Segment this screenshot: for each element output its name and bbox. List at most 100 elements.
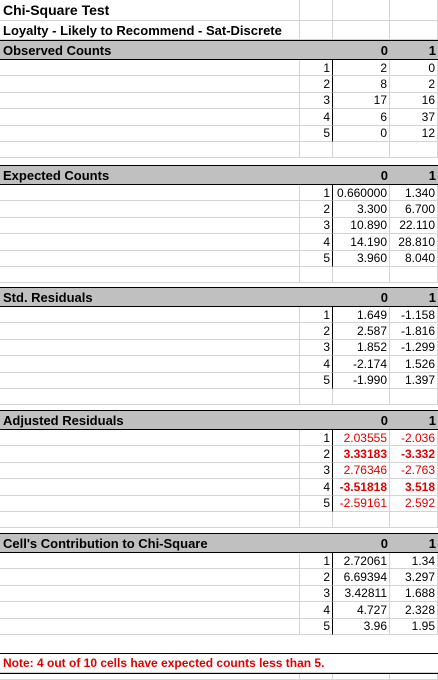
row-index[interactable]: 1 (300, 60, 333, 77)
value-cell-1[interactable]: -2.036 (390, 430, 438, 447)
empty-cell[interactable] (300, 267, 333, 284)
value-cell-1[interactable]: 2.592 (390, 495, 438, 512)
empty-cell[interactable] (0, 430, 300, 447)
value-cell-0[interactable]: 2.03555 (333, 430, 390, 447)
empty-cell[interactable] (333, 267, 390, 284)
row-index[interactable]: 3 (300, 217, 333, 235)
column-header-1[interactable]: 1 (390, 288, 438, 306)
empty-cell[interactable] (0, 234, 300, 251)
value-cell-1[interactable]: 8.040 (390, 250, 438, 267)
empty-cell[interactable] (0, 339, 300, 357)
column-header-0[interactable]: 0 (333, 534, 390, 552)
empty-cell[interactable] (0, 389, 300, 406)
value-cell-1[interactable]: 2 (390, 76, 438, 93)
row-index[interactable]: 5 (300, 250, 333, 267)
row-index[interactable]: 4 (300, 109, 333, 126)
empty-cell[interactable] (0, 142, 300, 159)
empty-cell[interactable] (0, 109, 300, 126)
note-text[interactable]: Note: 4 out of 10 cells have expected co… (0, 654, 438, 673)
empty-cell[interactable] (390, 0, 438, 21)
value-cell-1[interactable]: 16 (390, 92, 438, 110)
empty-cell[interactable] (0, 323, 300, 340)
row-index[interactable]: 1 (300, 307, 333, 324)
value-cell-1[interactable]: -2.763 (390, 462, 438, 480)
row-index[interactable]: 2 (300, 569, 333, 586)
empty-cell[interactable] (390, 21, 438, 40)
empty-cell[interactable] (300, 512, 333, 529)
value-cell-1[interactable]: -1.816 (390, 323, 438, 340)
empty-cell[interactable] (0, 125, 300, 142)
value-cell-1[interactable]: 0 (390, 60, 438, 77)
empty-cell[interactable] (390, 674, 438, 680)
value-cell-0[interactable]: 2 (333, 60, 390, 77)
section-label[interactable]: Expected Counts (0, 166, 300, 184)
value-cell-0[interactable]: 4.727 (333, 602, 390, 619)
value-cell-0[interactable]: 3.33183 (333, 446, 390, 463)
value-cell-1[interactable]: -1.299 (390, 339, 438, 357)
sheet-subtitle[interactable]: Loyalty - Likely to Recommend - Sat-Disc… (0, 21, 300, 40)
row-index[interactable]: 5 (300, 125, 333, 142)
row-index[interactable]: 4 (300, 234, 333, 251)
row-index[interactable]: 1 (300, 553, 333, 570)
value-cell-1[interactable]: 1.340 (390, 185, 438, 202)
empty-cell[interactable] (390, 389, 438, 406)
row-index[interactable]: 2 (300, 323, 333, 340)
empty-cell[interactable] (0, 512, 300, 529)
row-index[interactable]: 4 (300, 356, 333, 373)
empty-cell[interactable] (0, 307, 300, 324)
value-cell-0[interactable]: 6 (333, 109, 390, 126)
value-cell-1[interactable]: 37 (390, 109, 438, 126)
value-cell-1[interactable]: 12 (390, 125, 438, 142)
empty-cell[interactable] (0, 372, 300, 389)
empty-cell[interactable] (390, 512, 438, 529)
empty-cell[interactable] (300, 166, 333, 184)
column-header-0[interactable]: 0 (333, 411, 390, 429)
column-header-1[interactable]: 1 (390, 41, 438, 59)
value-cell-0[interactable]: 1.649 (333, 307, 390, 324)
empty-cell[interactable] (300, 389, 333, 406)
row-index[interactable]: 2 (300, 76, 333, 93)
row-index[interactable]: 4 (300, 602, 333, 619)
row-index[interactable]: 3 (300, 339, 333, 357)
row-index[interactable]: 5 (300, 495, 333, 512)
row-index[interactable]: 3 (300, 462, 333, 480)
empty-cell[interactable] (390, 267, 438, 284)
value-cell-0[interactable]: -2.59161 (333, 495, 390, 512)
empty-cell[interactable] (0, 356, 300, 373)
empty-cell[interactable] (333, 512, 390, 529)
row-index[interactable]: 5 (300, 372, 333, 389)
value-cell-0[interactable]: 14.190 (333, 234, 390, 251)
value-cell-0[interactable]: 6.69394 (333, 569, 390, 586)
value-cell-0[interactable]: 3.96 (333, 618, 390, 635)
empty-cell[interactable] (300, 674, 333, 680)
row-index[interactable]: 2 (300, 201, 333, 218)
empty-cell[interactable] (0, 674, 300, 680)
value-cell-0[interactable]: 17 (333, 92, 390, 110)
value-cell-0[interactable]: 2.587 (333, 323, 390, 340)
value-cell-1[interactable]: 1.95 (390, 618, 438, 635)
value-cell-1[interactable]: 1.397 (390, 372, 438, 389)
empty-cell[interactable] (0, 185, 300, 202)
value-cell-1[interactable]: -1.158 (390, 307, 438, 324)
empty-cell[interactable] (333, 142, 390, 159)
column-header-0[interactable]: 0 (333, 288, 390, 306)
empty-cell[interactable] (300, 0, 333, 21)
value-cell-0[interactable]: 10.890 (333, 217, 390, 235)
row-index[interactable]: 5 (300, 618, 333, 635)
empty-cell[interactable] (0, 479, 300, 496)
empty-cell[interactable] (0, 60, 300, 77)
value-cell-0[interactable]: 2.72061 (333, 553, 390, 570)
empty-cell[interactable] (0, 462, 300, 480)
empty-cell[interactable] (333, 674, 390, 680)
column-header-1[interactable]: 1 (390, 411, 438, 429)
section-label[interactable]: Cell's Contribution to Chi-Square (0, 534, 300, 552)
empty-cell[interactable] (0, 217, 300, 235)
value-cell-0[interactable]: -3.51818 (333, 479, 390, 496)
sheet-title[interactable]: Chi-Square Test (0, 0, 300, 21)
value-cell-0[interactable]: 0 (333, 125, 390, 142)
empty-cell[interactable] (0, 618, 300, 635)
empty-cell[interactable] (300, 534, 333, 552)
empty-cell[interactable] (300, 142, 333, 159)
empty-cell[interactable] (0, 495, 300, 512)
column-header-1[interactable]: 1 (390, 166, 438, 184)
